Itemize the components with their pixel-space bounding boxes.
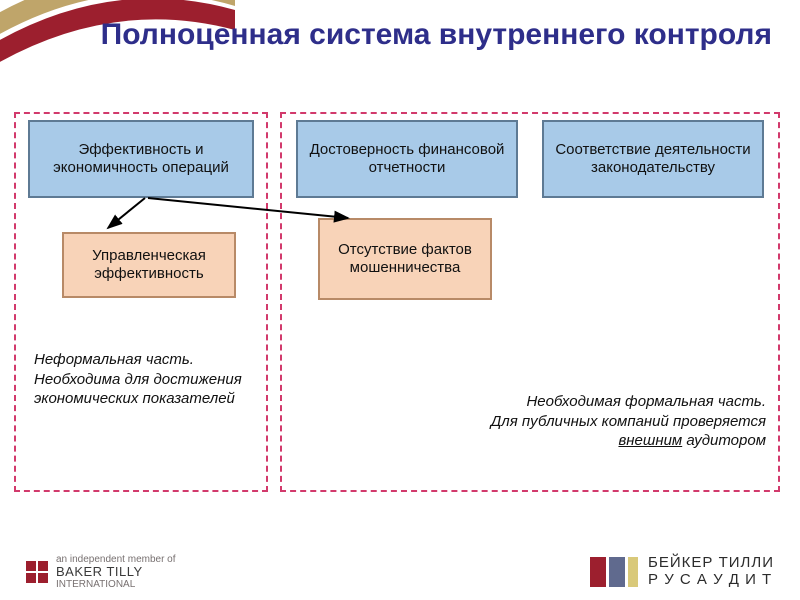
note-formal-line1: Необходимая формальная часть. <box>430 392 766 412</box>
note-informal: Неформальная часть. Необходима для дости… <box>34 350 254 409</box>
box-no-fraud: Отсутствие фактов мошенничества <box>318 218 492 300</box>
box-management-efficiency: Управленческая эффективность <box>62 232 236 298</box>
note-formal-underlined: внешним <box>618 432 682 449</box>
note-formal-rest: аудитором <box>682 432 766 449</box>
footer-right-text: БЕЙКЕР ТИЛЛИ Р У С А У Д И Т <box>648 555 774 588</box>
box-compliance: Соответствие деятельности законодательст… <box>542 120 764 198</box>
box-reporting: Достоверность финансовой отчетности <box>296 120 518 198</box>
note-formal-line2: Для публичных компаний проверяется <box>430 412 766 432</box>
footer-left-big: BAKER TILLY <box>56 565 176 579</box>
bakertilly-mark-icon <box>26 561 48 583</box>
footer-right-line2: Р У С А У Д И Т <box>648 572 774 589</box>
page-title: Полноценная система внутреннего контроля <box>101 18 772 53</box>
note-formal-line3: внешним аудитором <box>430 431 766 451</box>
footer-left-text: an independent member of BAKER TILLY INT… <box>56 554 176 590</box>
footer-right-line1: БЕЙКЕР ТИЛЛИ <box>648 555 774 572</box>
note-formal: Необходимая формальная часть. Для публич… <box>430 392 766 451</box>
box-efficiency: Эффективность и экономичность операций <box>28 120 254 198</box>
footer-right-logo: БЕЙКЕР ТИЛЛИ Р У С А У Д И Т <box>590 555 774 588</box>
footer-left-sub: INTERNATIONAL <box>56 579 176 590</box>
rusaudit-mark-icon <box>590 557 638 587</box>
footer-left-logo: an independent member of BAKER TILLY INT… <box>26 554 176 590</box>
